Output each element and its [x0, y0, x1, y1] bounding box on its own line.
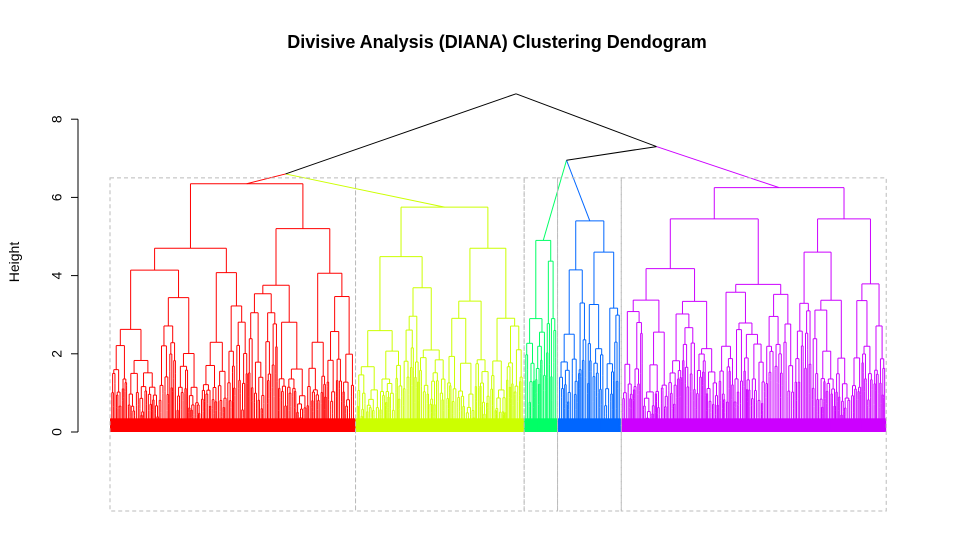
cluster-box-3: [523, 177, 559, 512]
y-tick-label: 0: [49, 428, 65, 436]
cluster-box-5: [620, 177, 887, 512]
cluster-2: [355, 206, 525, 432]
cluster-boxes: [109, 177, 887, 512]
merge-purple: [656, 146, 780, 189]
chart-title: Divisive Analysis (DIANA) Clustering Den…: [287, 32, 706, 52]
merge-blue: [566, 160, 591, 222]
merge-green: [542, 160, 567, 241]
dendrogram-branches: [110, 93, 887, 432]
cluster-box-4: [557, 177, 622, 512]
cluster-4: [557, 220, 622, 432]
cluster-1: [110, 183, 356, 432]
root-left: [285, 93, 517, 175]
cluster-box-1: [109, 177, 357, 512]
merge-yellow: [285, 173, 445, 208]
y-axis-label: Height: [6, 242, 22, 283]
root-right: [515, 93, 657, 148]
y-tick-label: 6: [49, 193, 65, 201]
cluster-5: [621, 187, 887, 432]
y-tick-label: 8: [49, 115, 65, 123]
merge-gb-black: [566, 146, 657, 161]
merge-red: [246, 173, 286, 185]
y-tick-label: 4: [49, 271, 65, 279]
cluster-3: [524, 239, 558, 432]
y-tick-label: 2: [49, 350, 65, 358]
y-axis: 0 2 4 6 8: [49, 115, 79, 436]
cluster-box-2: [355, 177, 525, 512]
